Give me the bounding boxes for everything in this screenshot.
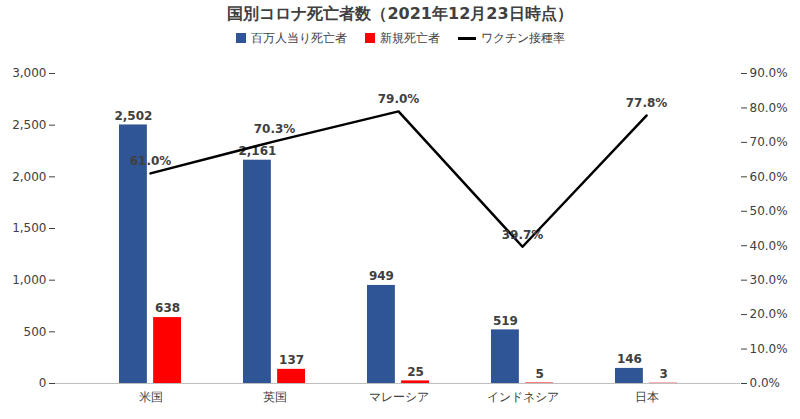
svg-text:2,161: 2,161 [238, 144, 277, 158]
svg-text:70.0%: 70.0% [750, 135, 788, 149]
svg-text:1,500: 1,500 [12, 221, 46, 235]
svg-text:60.0%: 60.0% [750, 170, 788, 184]
html-text:国別コロナ死亡者数（2021年12月23日時点）: 国別コロナ死亡者数（2021年12月23日時点） [227, 4, 573, 23]
svg-text:61.0%: 61.0% [130, 154, 172, 168]
html-text:百万人当り死亡者: 百万人当り死亡者 [250, 30, 347, 45]
svg-text:20.0%: 20.0% [750, 307, 788, 321]
svg-text:3,000: 3,000 [12, 66, 46, 80]
svg-text:2,502: 2,502 [114, 109, 152, 123]
svg-text:30.0%: 30.0% [750, 273, 788, 287]
svg-text:25: 25 [407, 365, 424, 379]
svg-text:インドネシア: インドネシア [487, 390, 559, 404]
svg-text:2,500: 2,500 [12, 118, 46, 132]
html-text:新規死亡者: 新規死亡者 [379, 30, 440, 45]
svg-text:5: 5 [535, 367, 543, 381]
svg-text:3: 3 [659, 367, 667, 381]
svg-text:40.0%: 40.0% [750, 239, 788, 253]
svg-text:0.0%: 0.0% [750, 376, 781, 390]
svg-text:日本: 日本 [635, 390, 659, 404]
svg-text:79.0%: 79.0% [378, 92, 420, 106]
svg-text:英国: 英国 [263, 390, 287, 404]
svg-text:146: 146 [617, 352, 642, 366]
svg-text:50.0%: 50.0% [750, 204, 788, 218]
svg-text:519: 519 [493, 314, 518, 328]
svg-text:70.3%: 70.3% [254, 122, 296, 136]
svg-text:90.0%: 90.0% [750, 66, 788, 80]
svg-text:638: 638 [155, 301, 180, 315]
svg-text:137: 137 [279, 353, 304, 367]
svg-text:1,000: 1,000 [12, 273, 46, 287]
svg-text:0: 0 [39, 376, 47, 390]
svg-text:500: 500 [24, 325, 47, 339]
svg-text:80.0%: 80.0% [750, 101, 788, 115]
svg-text:949: 949 [369, 269, 394, 283]
svg-text:マレーシア: マレーシア [369, 390, 429, 404]
svg-text:米国: 米国 [139, 390, 163, 404]
svg-text:39.7%: 39.7% [502, 228, 544, 242]
svg-text:10.0%: 10.0% [750, 342, 788, 356]
html-text:ワクチン接種率: ワクチン接種率 [480, 30, 565, 45]
svg-text:2,000: 2,000 [12, 170, 46, 184]
svg-text:77.8%: 77.8% [626, 96, 668, 110]
